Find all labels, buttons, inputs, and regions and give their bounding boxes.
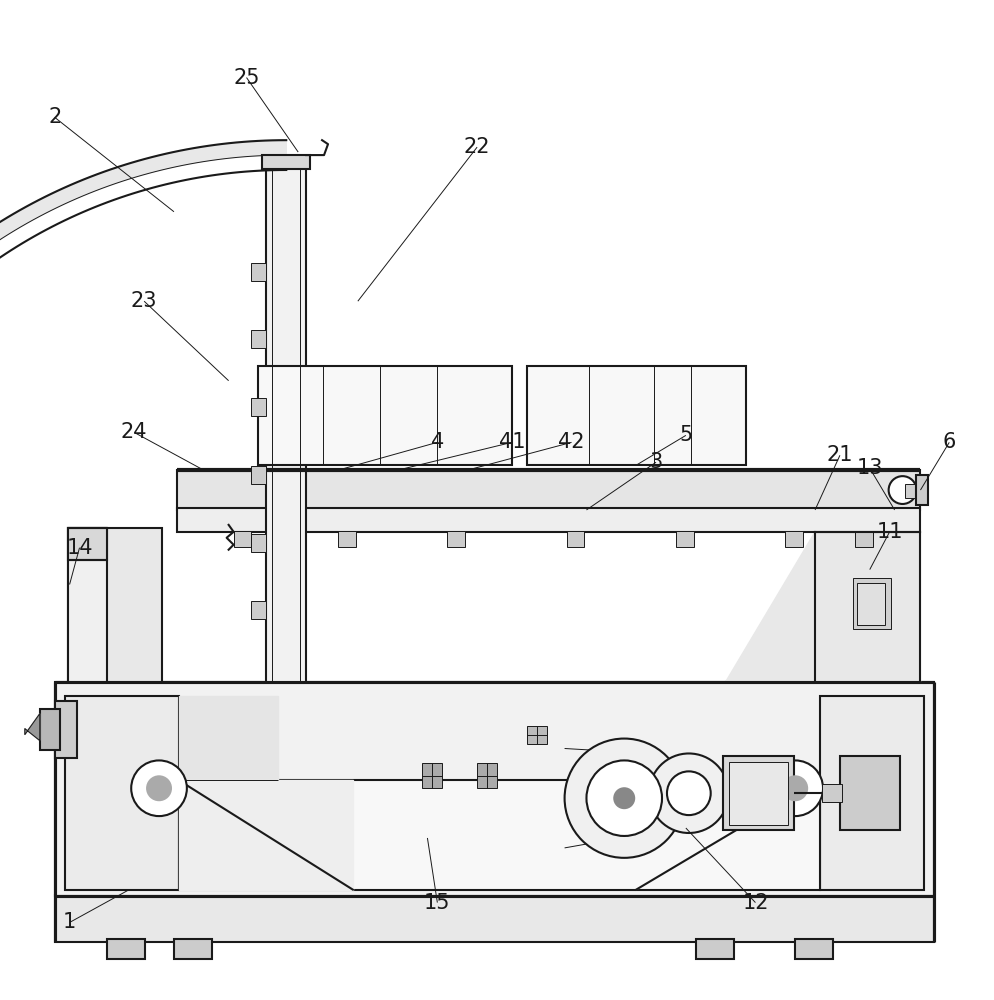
Text: 24: 24: [121, 422, 147, 442]
Bar: [696, 939, 734, 959]
Bar: [785, 531, 803, 547]
Text: 21: 21: [827, 445, 853, 465]
Bar: [822, 784, 842, 802]
Bar: [251, 466, 266, 484]
Bar: [258, 366, 512, 465]
Text: 12: 12: [743, 893, 768, 913]
Text: 11: 11: [877, 522, 903, 542]
Bar: [177, 470, 920, 510]
Bar: [174, 939, 212, 959]
Circle shape: [131, 760, 187, 816]
Circle shape: [565, 739, 684, 858]
Circle shape: [649, 753, 729, 833]
Bar: [338, 531, 356, 547]
Bar: [55, 682, 934, 896]
Text: 14: 14: [67, 538, 92, 558]
Bar: [251, 263, 266, 281]
Text: 1: 1: [63, 912, 77, 932]
Text: 4: 4: [430, 432, 444, 452]
Bar: [567, 531, 584, 547]
Bar: [820, 696, 924, 890]
Text: 23: 23: [131, 291, 157, 311]
Bar: [905, 484, 922, 498]
Circle shape: [614, 788, 634, 808]
Circle shape: [767, 760, 823, 816]
Bar: [266, 165, 306, 682]
Text: 15: 15: [424, 893, 450, 913]
Polygon shape: [636, 780, 820, 890]
Bar: [527, 366, 746, 465]
Bar: [527, 726, 547, 744]
Bar: [234, 531, 251, 547]
Bar: [477, 763, 497, 788]
Polygon shape: [179, 780, 353, 890]
Polygon shape: [726, 532, 920, 682]
Text: 41: 41: [499, 432, 525, 452]
Bar: [68, 528, 107, 560]
Bar: [251, 601, 266, 619]
Bar: [251, 534, 266, 552]
Bar: [422, 763, 442, 788]
Bar: [447, 531, 465, 547]
Polygon shape: [179, 696, 278, 780]
Bar: [65, 696, 179, 890]
Bar: [179, 780, 820, 890]
Bar: [251, 330, 266, 348]
Circle shape: [586, 760, 662, 836]
Bar: [723, 756, 794, 830]
Bar: [855, 531, 873, 547]
Bar: [840, 756, 900, 830]
Text: 25: 25: [234, 68, 259, 88]
Bar: [40, 709, 60, 750]
Circle shape: [147, 776, 171, 800]
Bar: [729, 762, 788, 825]
Text: 2: 2: [48, 107, 62, 127]
Bar: [177, 508, 920, 532]
Polygon shape: [25, 714, 40, 741]
Text: 42: 42: [559, 432, 584, 452]
Bar: [55, 701, 77, 758]
Polygon shape: [0, 140, 286, 682]
Bar: [262, 155, 310, 169]
Bar: [857, 583, 885, 625]
Bar: [107, 939, 145, 959]
Bar: [68, 528, 162, 682]
Circle shape: [667, 771, 711, 815]
Bar: [853, 578, 891, 629]
Text: 22: 22: [464, 137, 490, 157]
Bar: [795, 939, 833, 959]
Circle shape: [889, 476, 916, 504]
Bar: [68, 528, 107, 682]
Text: 5: 5: [679, 425, 693, 445]
Text: 6: 6: [942, 432, 956, 452]
Bar: [676, 531, 694, 547]
Text: 13: 13: [857, 458, 883, 478]
Text: 3: 3: [649, 452, 663, 472]
Circle shape: [783, 776, 807, 800]
Bar: [55, 895, 934, 942]
Bar: [916, 475, 928, 505]
Bar: [251, 398, 266, 416]
